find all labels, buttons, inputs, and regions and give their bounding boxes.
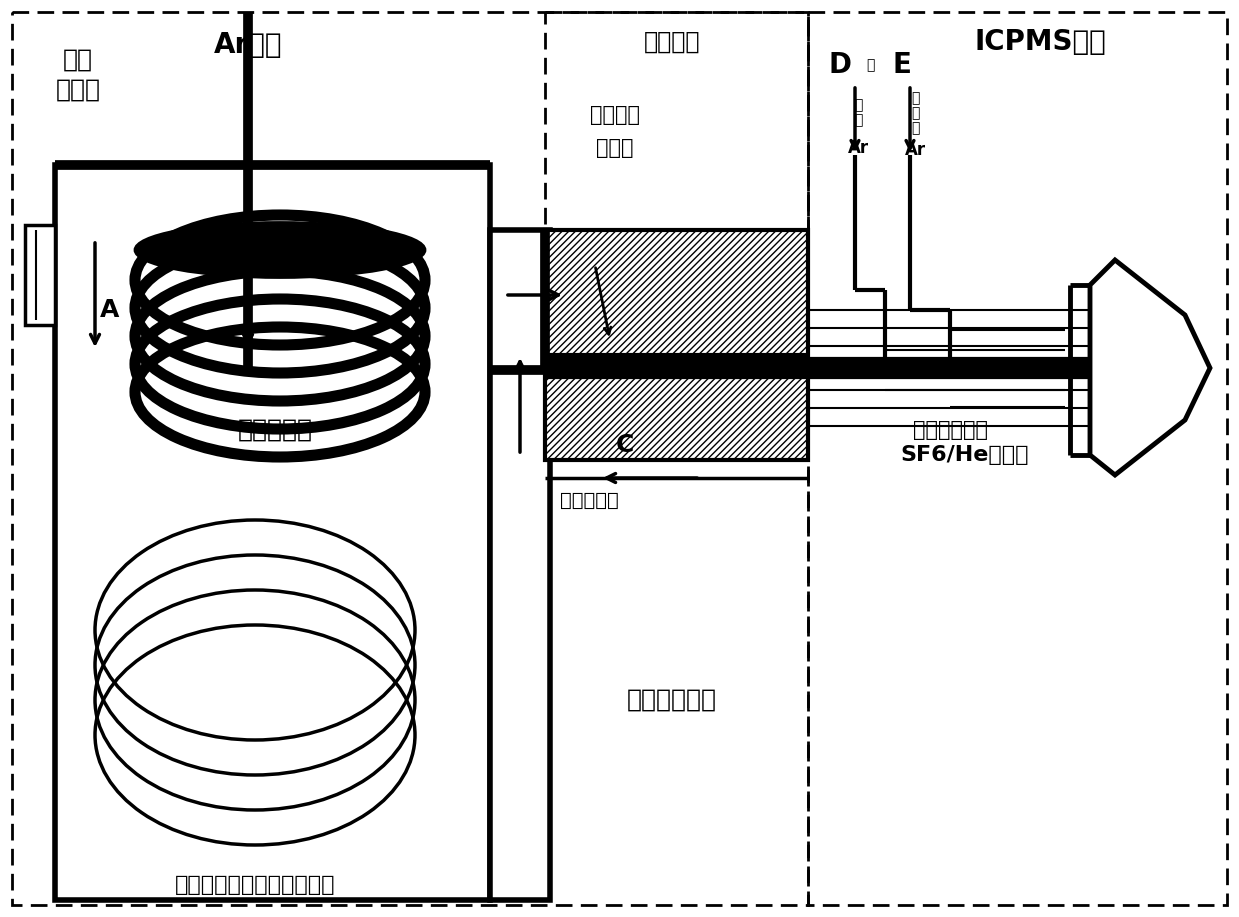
Bar [545,12,808,455]
Text: ICPMS部分: ICPMS部分 [974,28,1106,56]
Text: Ar: Ar [847,139,869,157]
Text: 色谱分离柱（石英毛细管）: 色谱分离柱（石英毛细管） [175,875,336,895]
Bar [25,225,55,325]
Text: 石英毛细管: 石英毛细管 [560,491,618,510]
Text: 进样口和火炬: 进样口和火炬 [912,420,987,440]
Text: Ar入口: Ar入口 [214,31,282,59]
Text: 辅: 辅 [866,58,875,72]
Text: 传输线: 传输线 [596,138,634,158]
Text: SF6/He基准气: SF6/He基准气 [900,445,1028,465]
Text: 气相色谱部分: 气相色谱部分 [627,688,717,712]
Text: 却: 却 [911,106,919,120]
Polygon shape [1090,260,1211,475]
Text: C: C [616,433,634,457]
Text: D: D [829,51,851,79]
Bar [55,165,489,900]
Bar [545,230,808,355]
Text: 原油: 原油 [63,48,93,72]
Text: Ar: Ar [904,141,926,159]
Text: 已加热的: 已加热的 [590,105,641,125]
Text: A: A [100,298,120,322]
Text: 冷: 冷 [911,91,919,105]
Text: 连接部分: 连接部分 [644,30,700,54]
Text: 气: 气 [854,113,862,127]
Ellipse shape [135,223,425,278]
Bar [545,370,808,460]
Text: 助: 助 [854,98,862,112]
Text: 进样口: 进样口 [56,78,100,102]
Text: B: B [301,243,320,267]
Bar [808,12,1227,905]
Bar [489,230,550,900]
Text: E: E [892,51,912,79]
Text: 气: 气 [911,121,919,135]
Bar [12,12,808,905]
Text: 预热锐线圈: 预热锐线圈 [238,418,312,442]
